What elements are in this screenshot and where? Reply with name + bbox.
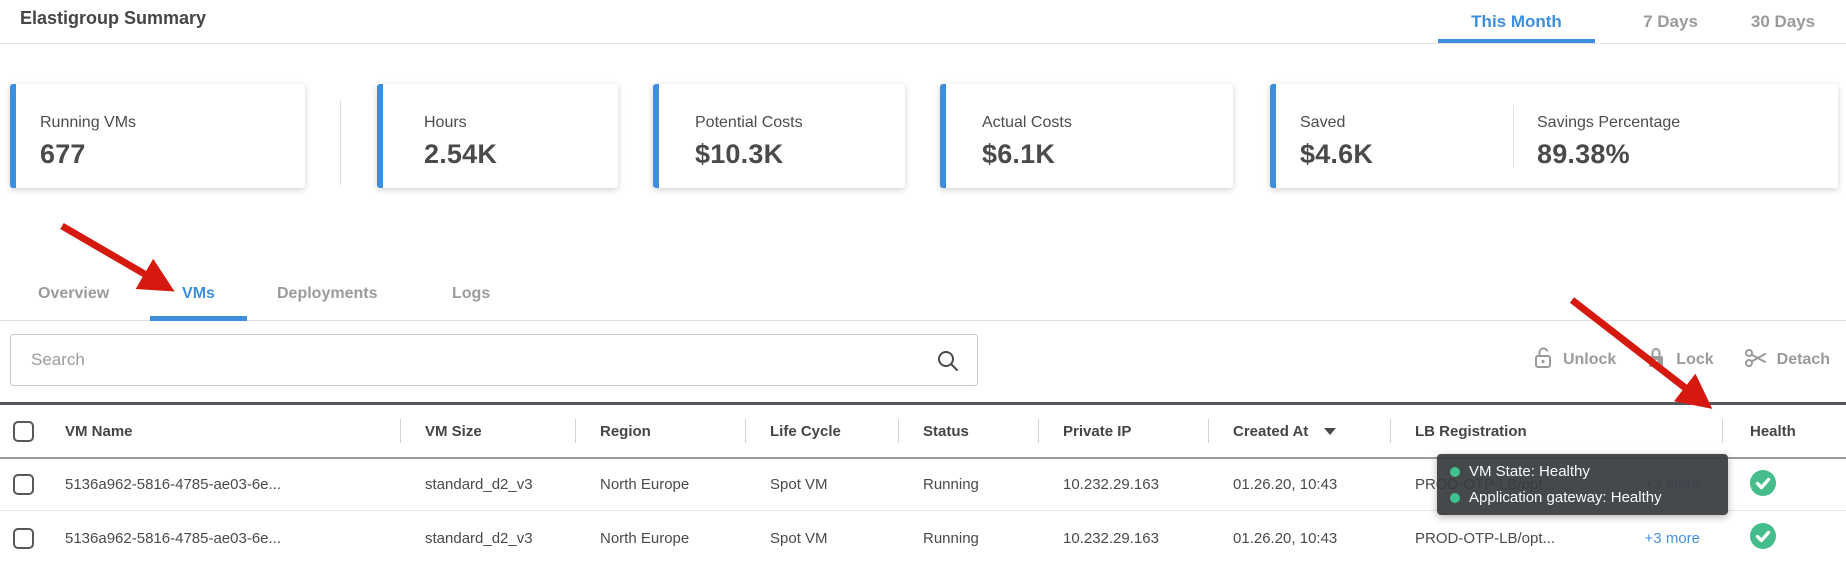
card-value: 677 — [40, 139, 86, 169]
detach-button[interactable]: Detach — [1744, 347, 1830, 374]
card-accent-bar — [653, 84, 659, 188]
cell-region: North Europe — [600, 529, 690, 547]
lock-icon — [1646, 346, 1667, 374]
detach-label: Detach — [1776, 351, 1830, 368]
select-all-checkbox[interactable] — [13, 420, 34, 442]
cards-divider — [340, 100, 341, 185]
card-label: Actual Costs — [982, 114, 1072, 131]
card-actual-costs: Actual Costs $6.1K — [940, 84, 1233, 188]
card-savings: Saved $4.6K Savings Percentage 89.38% — [1270, 84, 1838, 188]
card-value: 89.38% — [1537, 139, 1630, 169]
cell-life-cycle: Spot VM — [770, 476, 828, 493]
health-tooltip: VM State: Healthy Application gateway: H… — [1437, 454, 1728, 515]
cell-vm-name: 5136a962-5816-4785-ae03-6e... — [65, 476, 282, 493]
time-tab-30-days[interactable]: 30 Days — [1750, 11, 1816, 31]
time-tab-7-days[interactable]: 7 Days — [1643, 11, 1698, 31]
table-top-border — [0, 402, 1846, 405]
search-box — [10, 334, 978, 386]
cell-life-cycle: Spot VM — [770, 529, 828, 547]
cell-created-at: 01.26.20, 10:43 — [1233, 529, 1338, 547]
lock-button[interactable]: Lock — [1646, 346, 1714, 374]
lock-label: Lock — [1676, 351, 1714, 368]
card-accent-bar — [10, 84, 16, 188]
cell-private-ip: 10.232.29.163 — [1063, 529, 1159, 547]
card-potential-costs: Potential Costs $10.3K — [653, 84, 905, 188]
card-value: $10.3K — [695, 139, 784, 169]
cell-vm-name: 5136a962-5816-4785-ae03-6e... — [65, 529, 282, 547]
status-dot-icon — [1450, 492, 1460, 503]
cell-status: Running — [923, 529, 979, 547]
cell-created-at: 01.26.20, 10:43 — [1233, 476, 1338, 493]
card-label: Running VMs — [40, 114, 137, 131]
cell-region: North Europe — [600, 476, 690, 493]
search-icon[interactable] — [935, 348, 961, 379]
column-header-life-cycle[interactable]: Life Cycle — [745, 405, 898, 457]
card-inner-divider — [1513, 106, 1514, 168]
column-header-lb-registration[interactable]: LB Registration — [1390, 405, 1722, 457]
table-header-row: VM Name VM Size Region Life Cycle Status… — [0, 405, 1846, 459]
card-value: 2.54K — [424, 139, 498, 169]
card-value: $6.1K — [982, 139, 1056, 169]
detail-tabs: Overview VMs Deployments Logs — [0, 270, 1846, 321]
cell-vm-size: standard_d2_v3 — [425, 529, 533, 547]
tab-logs[interactable]: Logs — [452, 285, 491, 302]
lb-more-link[interactable]: +3 more — [1644, 529, 1700, 547]
cell-status: Running — [923, 476, 979, 493]
column-header-created-at[interactable]: Created At — [1208, 405, 1390, 457]
column-header-vm-name[interactable]: VM Name — [65, 422, 133, 440]
sort-desc-caret-icon[interactable] — [1324, 427, 1337, 435]
tooltip-line: Application gateway: Healthy — [1450, 489, 1715, 506]
page-title: Elastigroup Summary — [20, 8, 207, 28]
tab-vms[interactable]: VMs — [150, 285, 247, 321]
tab-overview[interactable]: Overview — [38, 285, 110, 302]
lb-name: PROD-OTP-LB/opt... — [1415, 529, 1556, 547]
tooltip-text: VM State: Healthy — [1469, 463, 1590, 480]
scissors-icon — [1744, 347, 1768, 374]
card-label: Hours — [424, 114, 467, 131]
time-tab-this-month[interactable]: This Month — [1438, 0, 1595, 43]
unlock-icon — [1533, 346, 1554, 374]
tooltip-line: VM State: Healthy — [1450, 463, 1715, 480]
card-label: Potential Costs — [695, 114, 803, 131]
card-value: $4.6K — [1300, 139, 1374, 169]
cell-private-ip: 10.232.29.163 — [1063, 476, 1159, 493]
card-hours: Hours 2.54K — [377, 84, 618, 188]
tab-deployments[interactable]: Deployments — [277, 285, 378, 302]
vm-actions-toolbar: Unlock Lock Detach — [1533, 334, 1830, 386]
red-arrow-vms-tab — [60, 222, 175, 292]
column-header-status[interactable]: Status — [898, 405, 1038, 457]
unlock-button[interactable]: Unlock — [1533, 346, 1616, 374]
created-at-label: Created At — [1233, 422, 1309, 440]
select-row-checkbox[interactable] — [13, 474, 34, 495]
check-circle-icon[interactable] — [1750, 469, 1776, 500]
table-row[interactable]: 5136a962-5816-4785-ae03-6e... standard_d… — [0, 512, 1846, 564]
cell-vm-size: standard_d2_v3 — [425, 476, 533, 493]
column-header-health[interactable]: Health — [1722, 405, 1846, 457]
cell-health[interactable] — [1722, 512, 1846, 564]
column-header-vm-size[interactable]: VM Size — [400, 405, 575, 457]
column-header-region[interactable]: Region — [575, 405, 745, 457]
select-row-checkbox[interactable] — [13, 527, 34, 549]
cell-health[interactable] — [1722, 459, 1846, 510]
card-label: Savings Percentage — [1537, 114, 1681, 131]
column-header-private-ip[interactable]: Private IP — [1038, 405, 1208, 457]
search-input[interactable] — [11, 335, 977, 385]
cell-lb-registration: PROD-OTP-LB/opt... +3 more — [1390, 512, 1722, 564]
status-dot-icon — [1450, 466, 1460, 477]
tooltip-text: Application gateway: Healthy — [1469, 489, 1662, 506]
unlock-label: Unlock — [1562, 351, 1617, 368]
page-header: Elastigroup Summary This Month 7 Days 30… — [0, 0, 1846, 44]
card-accent-bar — [1270, 84, 1276, 188]
card-accent-bar — [940, 84, 946, 188]
card-label: Saved — [1300, 114, 1346, 131]
card-running-vms: Running VMs 677 — [10, 84, 305, 188]
check-circle-icon[interactable] — [1750, 523, 1776, 553]
card-accent-bar — [377, 84, 383, 188]
